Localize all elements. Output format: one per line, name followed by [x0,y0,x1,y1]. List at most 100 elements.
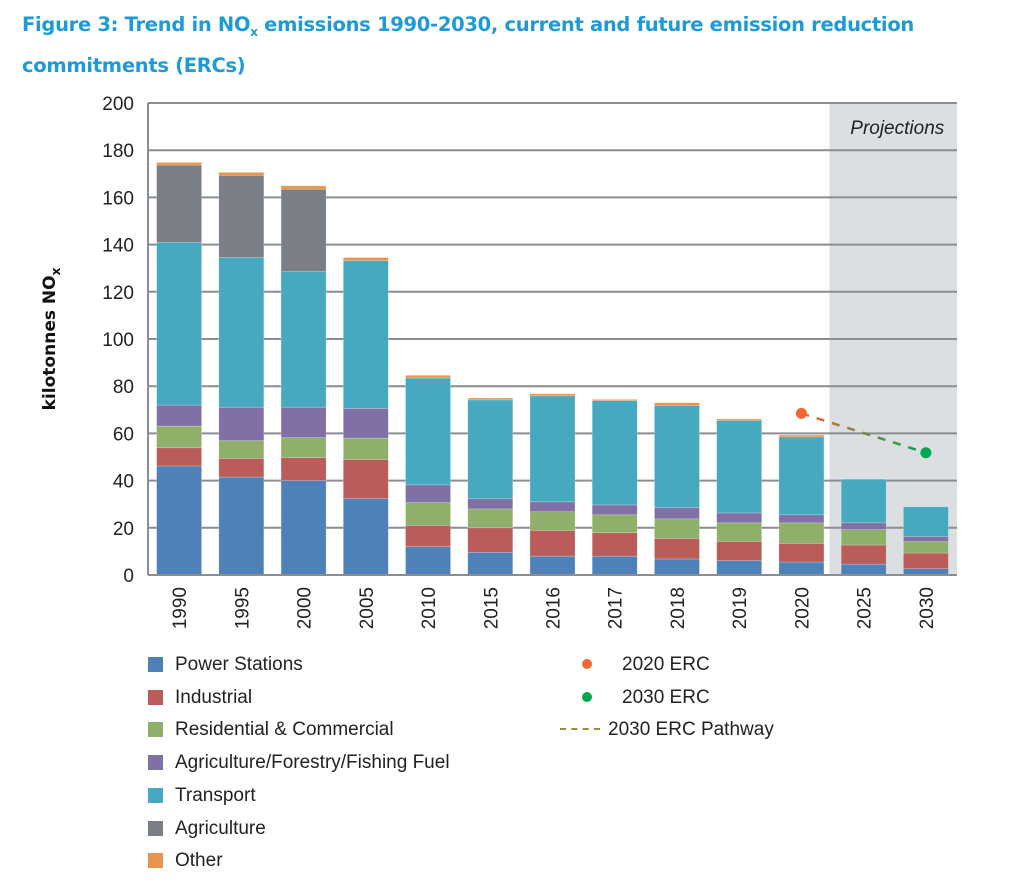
y-tick-label: 0 [123,566,134,587]
bar-segment-other [218,172,265,176]
legend-item: Agriculture [148,817,266,841]
bar-segment-power-stations [467,552,514,576]
bar-segment-transport [156,241,202,406]
legend-item: Industrial [148,686,252,710]
bar-segment-agriculture-forestry-fishing-fuel [591,504,638,516]
bar-segment-transport [280,271,327,408]
y-tick-label: 160 [102,188,134,209]
bar-segment-industrial [778,543,825,563]
bar-segment-industrial [156,447,202,467]
legend-swatch [148,689,163,705]
bar-segment-residential-commercial [591,514,638,534]
bar-segment-other [716,418,762,421]
legend-item: 2030 ERC Pathway [560,718,774,742]
legend-dash-icon [560,728,600,730]
legend-label: 2030 ERC [622,686,710,708]
bar-segment-other [280,185,327,190]
y-tick-label: 100 [102,330,134,351]
bar-segment-power-stations [654,558,700,576]
legend-label: Transport [175,784,256,806]
legend-item: Agriculture/Forestry/Fishing Fuel [148,751,450,775]
y-tick-label: 80 [113,377,134,398]
x-tick-label: 1995 [232,587,253,629]
legend-swatch [148,820,163,836]
x-tick-label: 2025 [855,587,876,629]
bar-segment-transport [591,400,638,506]
marker-2030-erc [920,447,932,459]
bar-segment-agriculture [156,164,202,243]
bar-segment-residential-commercial [903,541,949,554]
bar-segment-other [156,162,202,166]
legend-swatch [148,657,163,672]
bar-segment-other [405,375,451,379]
bar-segment-industrial [654,538,700,560]
legend-item: Other [148,849,223,873]
bar-segment-agriculture-forestry-fishing-fuel [218,406,265,442]
legend-dot-icon [582,691,592,702]
bar-segment-power-stations [529,555,576,576]
bar-segment-industrial [529,530,576,557]
bar-segment-transport [716,420,762,514]
legend-label: Residential & Commercial [175,719,394,741]
legend-item: Transport [148,784,256,808]
bar-segment-other [343,257,389,261]
marker-2020-erc [795,407,807,419]
bar-segment-power-stations [778,561,825,576]
x-tick-label: 2010 [419,587,440,629]
bar-segment-transport [529,395,576,503]
y-tick-label: 20 [113,519,134,540]
bar-segment-transport [343,260,389,409]
x-tick-label: 2016 [544,587,565,629]
bar-segment-residential-commercial [654,518,700,539]
bar-segment-power-stations [716,560,762,576]
bar-segment-power-stations [218,476,265,576]
bar-segment-transport [467,399,514,500]
legend-swatch [148,722,163,738]
bar-segment-residential-commercial [280,437,327,459]
legend-item: Power Stations [148,653,303,677]
bar-segment-industrial [591,532,638,557]
bar-segment-transport [654,405,700,509]
legend-label: Power Stations [175,654,303,675]
y-axis-label: kilotonnes NOx [40,267,63,410]
erc-pathway-line [801,412,927,454]
bar-segment-other [529,393,576,397]
bar-segment-transport [405,377,451,486]
bar-segment-transport [903,506,949,537]
bar-segment-other [778,434,825,438]
bar-segment-power-stations [156,465,202,576]
x-tick-label: 2015 [481,587,502,629]
bar-segment-residential-commercial [840,529,887,546]
legend-item: 2020 ERC [578,653,710,677]
bar-segment-transport [840,478,887,524]
x-tick-label: 2019 [730,587,751,629]
y-tick-label: 200 [102,94,134,115]
bar-segment-agriculture-forestry-fishing-fuel [343,408,389,439]
legend-item: 2030 ERC [578,686,710,710]
bar-segment-agriculture-forestry-fishing-fuel [405,484,451,503]
legend-item: Residential & Commercial [148,718,394,742]
bar-segment-industrial [716,541,762,561]
bar-segment-residential-commercial [778,522,825,544]
x-tick-label: 2017 [606,587,627,629]
legend-swatch [148,755,163,771]
y-tick-label: 60 [113,424,134,445]
legend-label: Agriculture/Forestry/Fishing Fuel [175,752,450,774]
x-tick-label: 2018 [668,587,689,629]
legend-label: Other [175,850,223,872]
bar-segment-transport [778,436,825,516]
bar-segment-industrial [840,544,887,565]
y-tick-label: 140 [102,236,134,257]
bar-segment-residential-commercial [218,440,265,459]
bar-segment-power-stations [280,480,327,576]
x-tick-label: 2000 [295,587,316,629]
x-tick-label: 2005 [357,587,378,629]
x-tick-label: 2020 [792,587,813,629]
bar-segment-agriculture-forestry-fishing-fuel [778,514,825,524]
bar-segment-other [591,399,638,401]
bar-segment-agriculture [218,174,265,258]
bar-segment-agriculture-forestry-fishing-fuel [467,498,514,510]
bar-segment-other [654,402,700,406]
figure-title: Figure 3: Trend in NOx emissions 1990-20… [22,13,914,77]
bar-segment-agriculture-forestry-fishing-fuel [529,501,576,513]
